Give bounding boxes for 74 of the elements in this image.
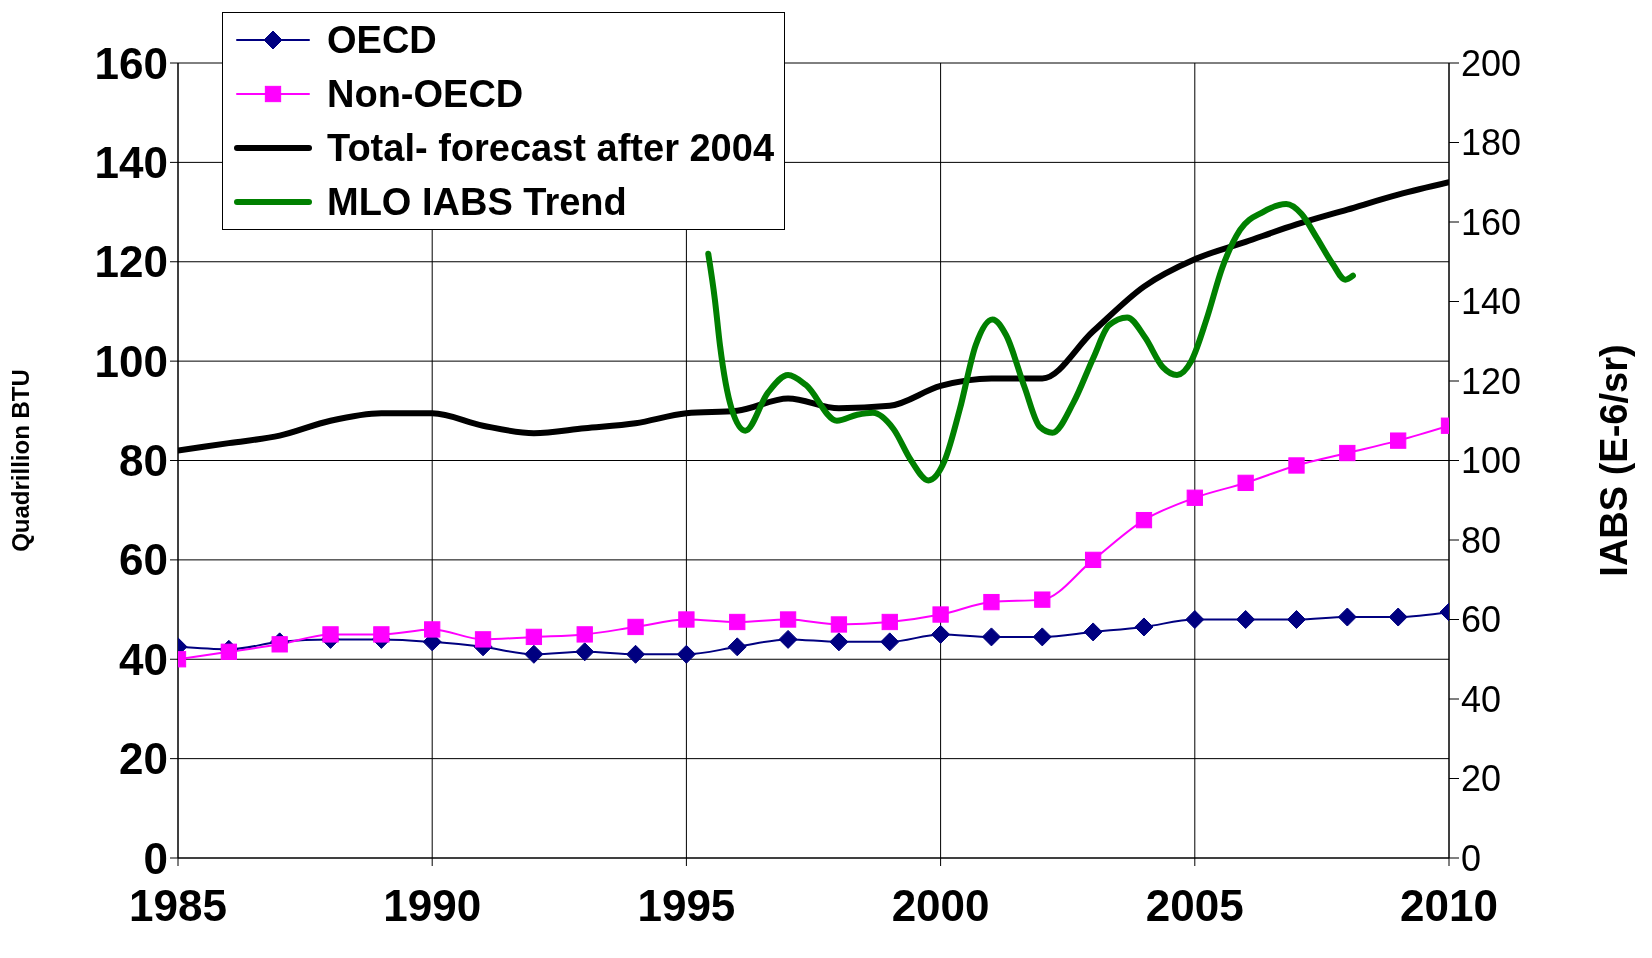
y-tick-label: 100	[94, 336, 168, 386]
point	[1032, 627, 1052, 647]
point	[1186, 489, 1203, 506]
point	[1084, 551, 1102, 569]
point	[881, 613, 898, 631]
y-tick-label: 60	[119, 535, 168, 585]
x-tick-label: 1990	[383, 881, 482, 931]
point	[1286, 610, 1306, 629]
point	[931, 624, 951, 644]
point	[576, 626, 593, 643]
x-tick-label: 1995	[637, 881, 736, 931]
y2-tick-label: 20	[1461, 758, 1502, 800]
point	[1390, 432, 1407, 449]
legend-label: MLO IABS Trend	[327, 180, 627, 224]
point	[575, 642, 595, 662]
point	[373, 626, 390, 643]
x-tick-label: 2000	[891, 881, 990, 931]
y-axis-title: Quadrillion BTU	[6, 369, 34, 552]
point	[524, 644, 544, 664]
y-tick-label: 0	[143, 833, 168, 883]
legend-label: Total- forecast after 2004	[327, 126, 775, 170]
point	[525, 628, 543, 646]
y2-tick-label: 60	[1461, 599, 1502, 641]
point	[1237, 474, 1254, 492]
point	[271, 636, 288, 653]
point	[1388, 607, 1408, 627]
point	[932, 606, 949, 623]
y2-axis-title: IABS (E-6/sr)	[1593, 344, 1636, 577]
x-tick-label: 2010	[1400, 881, 1498, 931]
point	[1185, 610, 1205, 629]
point	[676, 644, 696, 664]
y2-tick-label: 160	[1461, 201, 1522, 243]
y2-tick-label: 40	[1461, 678, 1502, 720]
point	[1288, 457, 1305, 474]
point	[626, 644, 646, 664]
y2-tick-label: 100	[1461, 440, 1522, 482]
point	[322, 626, 339, 643]
point	[981, 627, 1001, 647]
point	[1034, 591, 1051, 608]
point	[727, 637, 747, 657]
point	[424, 621, 441, 638]
point	[880, 632, 900, 652]
point	[779, 611, 797, 628]
point	[220, 643, 237, 660]
point	[830, 616, 848, 633]
point	[678, 611, 695, 628]
x-tick-label: 2005	[1145, 881, 1244, 931]
point	[983, 593, 1000, 611]
y-tick-label: 140	[94, 137, 168, 187]
y-tick-label: 160	[94, 38, 168, 88]
point	[1339, 444, 1356, 462]
point	[778, 629, 798, 649]
point	[1083, 622, 1103, 642]
legend-label: Non-OECD	[327, 72, 524, 116]
point	[627, 618, 644, 636]
point	[1236, 610, 1256, 629]
point	[1337, 607, 1357, 627]
point	[474, 631, 492, 648]
y-tick-label: 20	[119, 734, 168, 784]
y-tick-label: 120	[94, 237, 168, 287]
y2-tick-label: 200	[1461, 42, 1522, 84]
point	[1134, 617, 1154, 637]
legend-label: OECD	[327, 18, 437, 62]
y-tick-label: 40	[119, 634, 168, 684]
y2-tick-label: 0	[1461, 837, 1482, 879]
point	[1135, 511, 1153, 529]
y2-tick-label: 80	[1461, 519, 1502, 561]
y2-tick-label: 120	[1461, 360, 1522, 402]
point	[829, 632, 849, 652]
point	[729, 613, 746, 631]
y2-tick-label: 180	[1461, 122, 1522, 164]
y-tick-label: 80	[119, 436, 168, 486]
y2-tick-label: 140	[1461, 281, 1522, 323]
x-tick-label: 1985	[129, 881, 227, 931]
